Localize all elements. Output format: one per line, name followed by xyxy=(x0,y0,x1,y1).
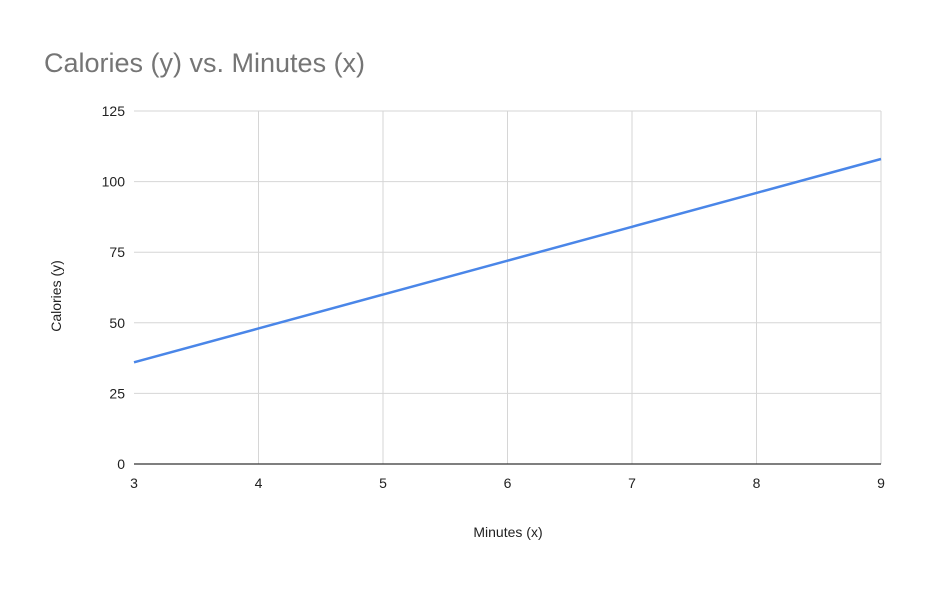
y-tick-label: 0 xyxy=(117,456,125,472)
series-line xyxy=(133,157,882,364)
y-tick-label: 100 xyxy=(102,174,126,190)
chart-title: Calories (y) vs. Minutes (x) xyxy=(44,48,366,78)
tick-labels: 3 4 5 6 7 8 9 0 25 50 75 100 125 xyxy=(102,103,885,491)
gridlines xyxy=(134,110,882,464)
x-tick-label: 9 xyxy=(877,475,885,491)
x-tick-label: 5 xyxy=(379,475,387,491)
y-tick-label: 75 xyxy=(109,244,125,260)
x-tick-label: 8 xyxy=(753,475,761,491)
x-axis-label: Minutes (x) xyxy=(473,524,542,540)
series-group xyxy=(133,157,882,364)
y-tick-label: 25 xyxy=(109,385,125,401)
x-tick-label: 7 xyxy=(628,475,636,491)
x-tick-label: 3 xyxy=(130,475,138,491)
y-axis-label: Calories (y) xyxy=(48,260,64,332)
y-tick-label: 125 xyxy=(102,103,126,119)
x-tick-label: 4 xyxy=(255,475,263,491)
x-tick-label: 6 xyxy=(504,475,512,491)
y-tick-label: 50 xyxy=(109,315,125,331)
